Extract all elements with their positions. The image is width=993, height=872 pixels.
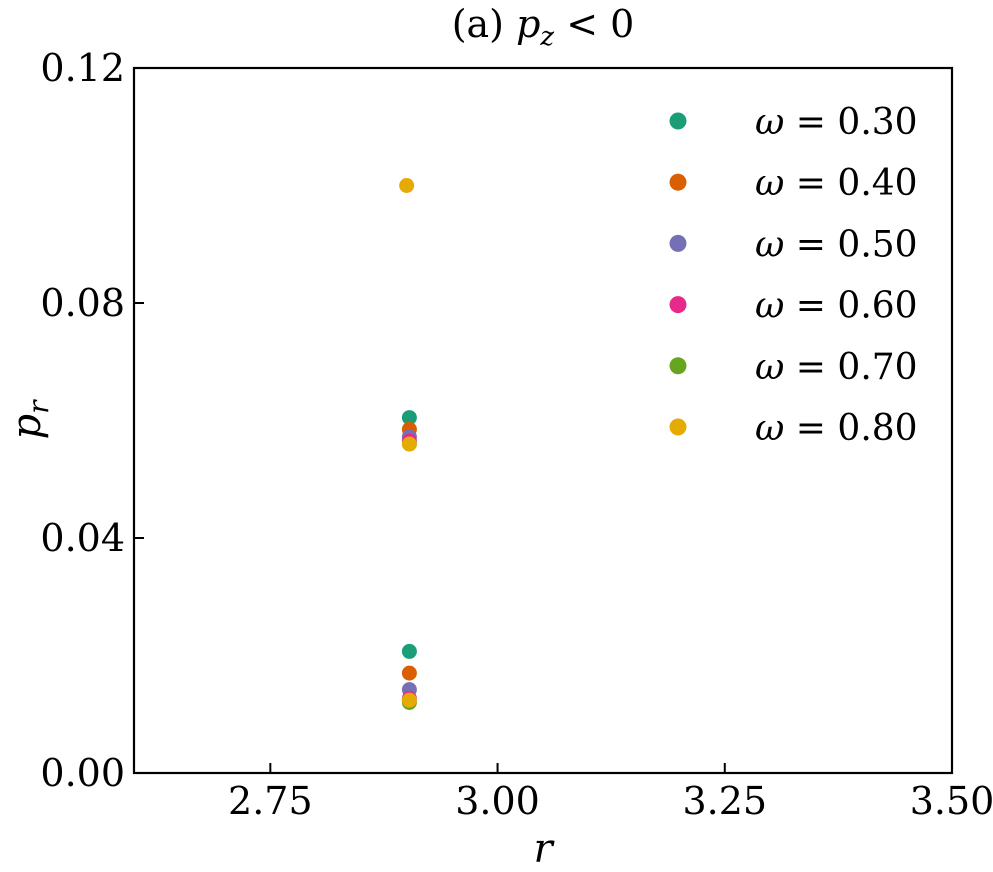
data-points xyxy=(399,178,417,710)
x-tick-label: 2.75 xyxy=(228,779,313,823)
plot-frame xyxy=(132,66,954,775)
legend-marker xyxy=(669,357,687,375)
y-tick-label: 0.12 xyxy=(40,46,125,90)
data-point xyxy=(401,410,417,426)
legend-marker xyxy=(669,173,687,191)
y-tick-label: 0.00 xyxy=(40,751,125,795)
legend-label: ω = 0.40 xyxy=(755,163,918,204)
legend-marker xyxy=(669,418,687,436)
x-tick-label: 3.50 xyxy=(910,779,993,823)
x-axis: 2.75 3.00 3.25 3.50 xyxy=(228,763,993,823)
data-point xyxy=(401,692,417,708)
legend-marker xyxy=(669,234,687,252)
data-point xyxy=(399,178,415,193)
chart-title: (a) pz < 0 xyxy=(452,2,635,52)
y-tick-label: 0.04 xyxy=(40,516,125,560)
legend-label: ω = 0.50 xyxy=(755,224,918,265)
y-axis-label: pr xyxy=(4,399,55,440)
data-point xyxy=(401,436,417,452)
legend-label: ω = 0.60 xyxy=(755,286,918,327)
legend: ω = 0.30 ω = 0.40 ω = 0.50 ω = 0.60 ω = 0.70… xyxy=(669,102,918,449)
legend-marker xyxy=(669,296,687,314)
data-point xyxy=(401,643,417,659)
x-axis-label: r xyxy=(533,826,555,872)
legend-marker xyxy=(669,112,687,130)
data-point xyxy=(401,665,417,681)
x-tick-label: 3.00 xyxy=(455,779,540,823)
legend-label: ω = 0.70 xyxy=(755,347,918,388)
y-axis: 0.00 0.04 0.08 0.12 xyxy=(40,46,144,795)
legend-label: ω = 0.80 xyxy=(755,408,918,449)
legend-label: ω = 0.30 xyxy=(755,102,918,143)
x-tick-label: 3.25 xyxy=(682,779,767,823)
y-tick-label: 0.08 xyxy=(40,281,125,325)
